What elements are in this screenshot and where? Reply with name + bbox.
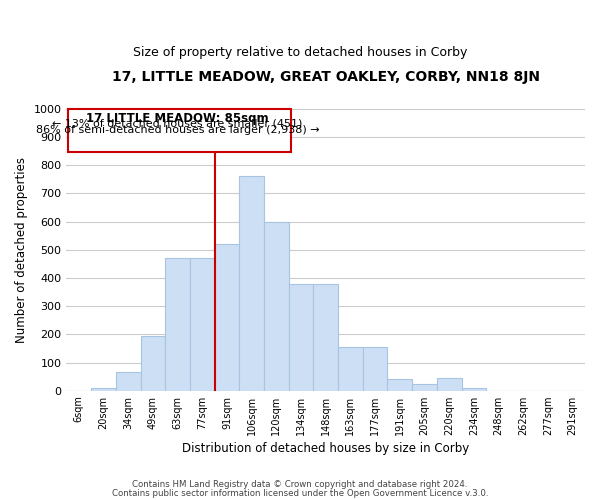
Bar	[116, 372, 140, 390]
Bar	[437, 378, 461, 390]
Text: 17 LITTLE MEADOW: 85sqm: 17 LITTLE MEADOW: 85sqm	[86, 112, 269, 125]
Bar	[239, 176, 264, 390]
Bar	[461, 388, 486, 390]
Bar	[165, 258, 190, 390]
Title: 17, LITTLE MEADOW, GREAT OAKLEY, CORBY, NN18 8JN: 17, LITTLE MEADOW, GREAT OAKLEY, CORBY, …	[112, 70, 540, 84]
Bar	[313, 284, 338, 391]
Text: ← 13% of detached houses are smaller (451): ← 13% of detached houses are smaller (45…	[52, 118, 303, 128]
Bar	[140, 336, 165, 390]
Bar	[91, 388, 116, 390]
Bar	[363, 347, 388, 391]
Bar	[289, 284, 313, 391]
Text: 86% of semi-detached houses are larger (2,938) →: 86% of semi-detached houses are larger (…	[36, 125, 319, 135]
Bar	[412, 384, 437, 390]
Bar	[388, 380, 412, 390]
Text: Size of property relative to detached houses in Corby: Size of property relative to detached ho…	[133, 46, 467, 59]
Bar	[264, 222, 289, 390]
X-axis label: Distribution of detached houses by size in Corby: Distribution of detached houses by size …	[182, 442, 469, 455]
Text: Contains HM Land Registry data © Crown copyright and database right 2024.: Contains HM Land Registry data © Crown c…	[132, 480, 468, 489]
Bar	[215, 244, 239, 390]
FancyBboxPatch shape	[68, 109, 291, 152]
Y-axis label: Number of detached properties: Number of detached properties	[15, 156, 28, 342]
Text: Contains public sector information licensed under the Open Government Licence v.: Contains public sector information licen…	[112, 488, 488, 498]
Bar	[338, 347, 363, 391]
Bar	[190, 258, 215, 390]
